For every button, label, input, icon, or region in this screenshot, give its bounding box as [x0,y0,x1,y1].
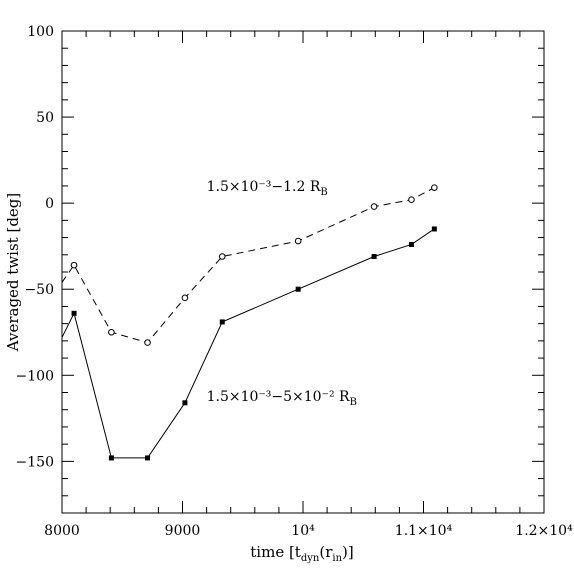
y-axis-title: Averaged twist [deg] [4,193,22,352]
plot-frame [61,30,545,514]
y-tick-label: −100 [16,368,54,384]
y-tick-label: 50 [36,110,54,126]
series-1-point [182,400,188,406]
series-1-point [295,286,301,292]
y-tick-label: 100 [27,24,54,40]
series-0-point [70,261,78,269]
series-1-point [219,319,225,325]
tick-labels: −150 −100 −50 0 50 100 8000 9000 10⁴ 1.1×10⁴ 1.2×1… [16,24,574,539]
series-0-point [294,237,302,245]
axis-ticks [61,30,545,514]
annotation-text: 1.5×10⁻³−1.2 R [207,179,321,195]
series-0-point [108,328,115,336]
series-0-point [181,294,189,302]
x-tick-label: 8000 [44,523,80,539]
series-0-point [144,339,151,346]
x-axis-title: time [tdyn(rin)] [250,543,353,564]
series-0-point [370,203,378,210]
annotations: 1.5×10⁻³−1.2 RB1.5×10⁻³−5×10⁻² RB [207,179,357,408]
annotation-text: 1.5×10⁻³−5×10⁻² R [207,389,350,405]
y-tick-label: −150 [16,454,54,470]
y-tick-label: −50 [24,282,54,298]
annotation-subscript: B [320,187,327,198]
annotation-0: 1.5×10⁻³−1.2 RB [207,179,328,198]
series-1-point [145,455,151,461]
annotation-subscript: B [350,397,357,408]
series-line-1 [61,228,435,459]
annotation-1: 1.5×10⁻³−5×10⁻² RB [207,389,357,408]
series-0-point [408,196,415,203]
series-1-point [408,241,414,247]
series-1-point [431,226,437,232]
y-tick-label: 0 [45,196,54,212]
x-tick-label: 9000 [165,523,201,539]
series-0-point [431,184,438,191]
x-tick-label: 1.2×10⁴ [515,523,573,539]
x-tick-label: 10⁴ [291,523,315,539]
series-line-0 [61,187,435,344]
series-1-point [71,310,77,316]
series-1-point [371,254,377,260]
series-layer [61,184,438,461]
x-tick-label: 1.1×10⁴ [395,523,453,539]
series-0-point [218,253,226,260]
series-1-point [108,455,114,461]
